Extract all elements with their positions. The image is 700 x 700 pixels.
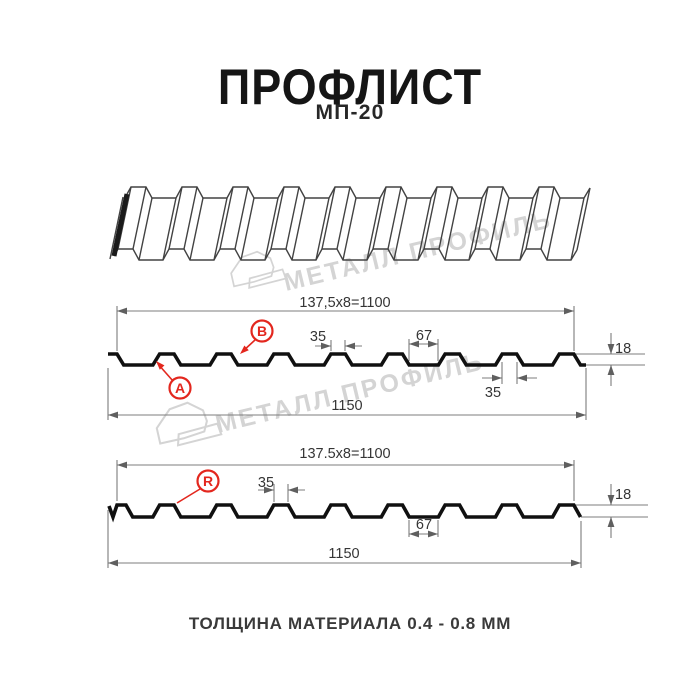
dim-label-height-front: 18 bbox=[615, 341, 631, 357]
sheet-cut-edge-highlight bbox=[109, 196, 124, 260]
dim-label-edge-rib-front: 35 bbox=[485, 385, 501, 401]
sheet-cut-edge bbox=[111, 193, 130, 257]
callout-a-label: A bbox=[175, 380, 185, 396]
watermark-text: МЕТАЛЛ ПРОФИЛЬ bbox=[281, 205, 555, 296]
dimension-arrows-back bbox=[108, 461, 615, 567]
material-thickness-note: ТОЛЩИНА МАТЕРИАЛА 0.4 - 0.8 ММ bbox=[188, 614, 512, 633]
watermark-profile: МЕТАЛЛ ПРОФИЛЬ bbox=[153, 347, 487, 449]
back-profile-line bbox=[107, 503, 583, 523]
dim-label-height-back: 18 bbox=[615, 487, 631, 503]
callout-a: A bbox=[153, 358, 192, 400]
dim-label-overall-back: 1150 bbox=[328, 546, 359, 562]
callout-r-label: R bbox=[203, 473, 213, 489]
front-profile-line bbox=[108, 352, 586, 367]
profile-front-section: 137,5x8=1100 35 67 18 35 1150 A B bbox=[107, 295, 645, 420]
callout-b: B bbox=[237, 319, 274, 357]
dim-label-valley-front: 67 bbox=[416, 328, 432, 344]
dim-label-rib-top-front: 35 bbox=[310, 329, 326, 345]
sheet-3d-drawing bbox=[109, 186, 591, 261]
dim-label-valley-back: 67 bbox=[416, 517, 432, 533]
sheet-back-edge-profile bbox=[126, 186, 591, 199]
profile-back-section: 137.5x8=1100 35 67 18 1150 R bbox=[107, 446, 648, 568]
brand-logo-watermark-icon bbox=[153, 398, 223, 449]
callout-r: R bbox=[176, 469, 220, 504]
product-code-subtitle: МП-20 bbox=[315, 101, 385, 124]
callout-b-label: B bbox=[257, 323, 267, 339]
dim-label-rib-top-back: 35 bbox=[258, 475, 274, 491]
page-title: ПРОФЛИСТ bbox=[217, 58, 483, 116]
dim-label-overall-front: 1150 bbox=[331, 398, 362, 414]
dim-label-coverage-back: 137.5x8=1100 bbox=[299, 446, 390, 462]
dimension-lines-back bbox=[107, 460, 648, 568]
watermark-sheet: МЕТАЛЛ ПРОФИЛЬ bbox=[228, 205, 555, 297]
dim-label-coverage-front: 137,5x8=1100 bbox=[299, 295, 390, 311]
sheet-front-edge-profile bbox=[113, 248, 578, 261]
